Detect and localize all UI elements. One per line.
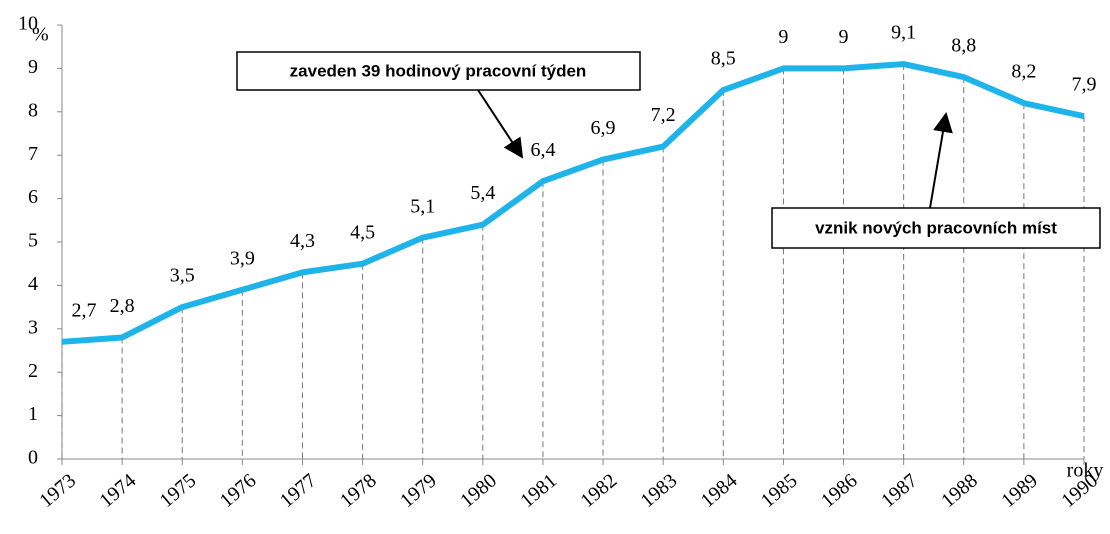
y-axis-label: % bbox=[32, 24, 49, 46]
x-tick-label: 1989 bbox=[997, 469, 1042, 512]
data-label: 9 bbox=[778, 26, 788, 48]
annotation-text: vznik nových pracovních míst bbox=[815, 218, 1057, 237]
data-label: 8,2 bbox=[1011, 61, 1036, 83]
y-tick-label: 9 bbox=[28, 56, 38, 78]
data-label: 6,9 bbox=[591, 117, 616, 139]
x-tick-label: 1977 bbox=[276, 469, 321, 512]
data-label: 2,7 bbox=[72, 299, 97, 321]
x-tick-label: 1979 bbox=[396, 469, 441, 512]
annotation: zaveden 39 hodinový pracovní týden bbox=[236, 51, 641, 159]
data-label: 2,8 bbox=[110, 295, 135, 317]
x-tick-label: 1987 bbox=[877, 469, 922, 512]
y-tick-label: 8 bbox=[28, 99, 38, 121]
y-tick-label: 1 bbox=[28, 403, 38, 425]
data-label: 8,5 bbox=[711, 48, 736, 70]
annotation-text: zaveden 39 hodinový pracovní týden bbox=[290, 61, 587, 80]
x-tick-label: 1988 bbox=[937, 469, 982, 512]
data-label: 3,9 bbox=[230, 247, 255, 269]
y-tick-label: 10 bbox=[18, 13, 38, 35]
y-tick-label: 7 bbox=[28, 143, 38, 165]
data-label: 7,2 bbox=[651, 104, 676, 126]
annotation-box bbox=[771, 207, 1101, 249]
y-tick-label: 3 bbox=[28, 316, 38, 338]
x-tick-label: 1986 bbox=[817, 469, 862, 512]
data-label: 6,4 bbox=[530, 139, 555, 161]
x-tick-label: 1975 bbox=[156, 469, 201, 512]
y-tick-label: 5 bbox=[28, 230, 38, 252]
y-tick-label: 0 bbox=[28, 447, 38, 469]
x-tick-label: 1981 bbox=[516, 469, 561, 512]
x-tick-label: 1980 bbox=[456, 469, 501, 512]
x-tick-label: 1974 bbox=[96, 469, 141, 512]
data-label: 3,5 bbox=[170, 265, 195, 287]
data-label: 5,4 bbox=[470, 182, 495, 204]
annotation-arrow bbox=[477, 89, 524, 159]
data-label: 4,5 bbox=[350, 221, 375, 243]
x-tick-label: 1976 bbox=[216, 469, 261, 512]
annotation: vznik nových pracovních míst bbox=[771, 112, 1101, 249]
data-label: 8,8 bbox=[951, 35, 976, 57]
x-tick-label: 1978 bbox=[336, 469, 381, 512]
x-tick-label: 1983 bbox=[637, 469, 682, 512]
x-tick-label: 1984 bbox=[697, 469, 742, 512]
x-tick-label: 1973 bbox=[35, 469, 80, 512]
y-tick-label: 4 bbox=[28, 273, 38, 295]
x-axis-label: roky bbox=[1067, 460, 1104, 482]
x-tick-label: 1982 bbox=[576, 469, 621, 512]
series-line bbox=[61, 61, 1085, 345]
data-label: 4,3 bbox=[290, 230, 315, 252]
annotation-arrow bbox=[929, 112, 953, 209]
data-label: 9,1 bbox=[891, 22, 916, 44]
data-label: 5,1 bbox=[410, 195, 435, 217]
y-tick-label: 6 bbox=[28, 186, 38, 208]
data-label: 7,9 bbox=[1072, 74, 1097, 96]
annotation-box bbox=[236, 51, 641, 91]
x-tick-label: 1985 bbox=[757, 469, 802, 512]
data-label: 9 bbox=[839, 26, 849, 48]
y-tick-label: 2 bbox=[28, 360, 38, 382]
